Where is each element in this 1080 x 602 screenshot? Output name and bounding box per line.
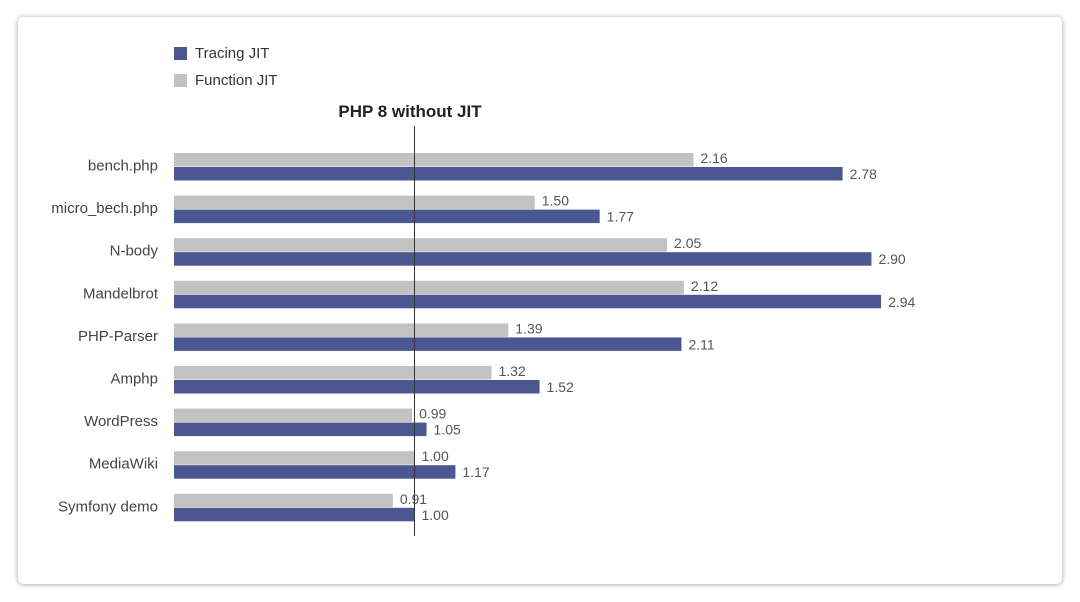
bar-function-jit-mediawiki [174,451,415,465]
category-label-n-body: N-body [110,243,159,260]
bar-function-jit-php-parser [174,323,509,337]
value-label-function-jit-amphp: 1.32 [498,363,525,379]
value-label-tracing-jit-mediawiki: 1.17 [462,464,489,480]
value-label-tracing-jit-bench-php: 2.78 [850,166,877,182]
bar-tracing-jit-php-parser [174,337,682,351]
category-label-micro-bech-php: micro_bech.php [51,200,158,217]
bar-function-jit-symfony-demo [174,493,393,508]
bar-tracing-jit-mediawiki [174,465,456,479]
value-label-function-jit-micro-bech-php: 1.50 [542,193,569,209]
value-label-tracing-jit-micro-bech-php: 1.77 [607,209,634,225]
legend-item-function-jit: Function JIT [174,72,278,89]
value-label-tracing-jit-wordpress: 1.05 [434,422,461,438]
category-label-wordpress: WordPress [84,413,158,430]
category-label-mandelbrot: Mandelbrot [83,285,159,302]
value-label-function-jit-php-parser: 1.39 [515,320,542,336]
legend-item-tracing-jit: Tracing JIT [174,45,269,62]
bar-function-jit-amphp [174,366,492,380]
category-label-bench-php: bench.php [88,158,158,175]
bar-tracing-jit-mandelbrot [174,294,882,309]
category-label-php-parser: PHP-Parser [78,328,158,345]
bar-function-jit-mandelbrot [174,280,684,295]
bar-function-jit-micro-bech-php [174,195,535,210]
value-label-tracing-jit-amphp: 1.52 [547,379,574,395]
value-label-function-jit-bench-php: 2.16 [700,150,727,166]
value-label-tracing-jit-php-parser: 2.11 [688,336,714,352]
bar-tracing-jit-micro-bech-php [174,209,600,224]
category-label-symfony-demo: Symfony demo [58,498,158,515]
legend-label-function-jit: Function JIT [195,72,278,89]
bar-tracing-jit-symfony-demo [174,507,415,522]
bar-tracing-jit-n-body [174,252,872,266]
category-label-mediawiki: MediaWiki [89,456,158,473]
legend-label-tracing-jit: Tracing JIT [195,45,270,62]
value-label-function-jit-n-body: 2.05 [674,235,701,251]
value-label-function-jit-mandelbrot: 2.12 [691,278,718,294]
legend-swatch-tracing-jit [174,47,187,60]
bar-tracing-jit-wordpress [174,422,427,437]
value-label-tracing-jit-symfony-demo: 1.00 [422,507,449,523]
bar-tracing-jit-amphp [174,380,540,394]
bar-function-jit-bench-php [174,153,694,167]
bar-function-jit-n-body [174,238,668,252]
value-label-function-jit-wordpress: 0.99 [419,406,446,422]
value-label-function-jit-mediawiki: 1.00 [422,448,449,464]
category-label-amphp: Amphp [110,371,158,388]
value-label-tracing-jit-n-body: 2.90 [878,251,905,267]
bar-function-jit-wordpress [174,408,413,423]
value-label-function-jit-symfony-demo: 0.91 [400,491,427,507]
baseline-label: PHP 8 without JIT [338,102,482,121]
bar-tracing-jit-bench-php [174,167,843,181]
value-label-tracing-jit-mandelbrot: 2.94 [888,294,915,310]
legend-swatch-function-jit [174,74,187,87]
